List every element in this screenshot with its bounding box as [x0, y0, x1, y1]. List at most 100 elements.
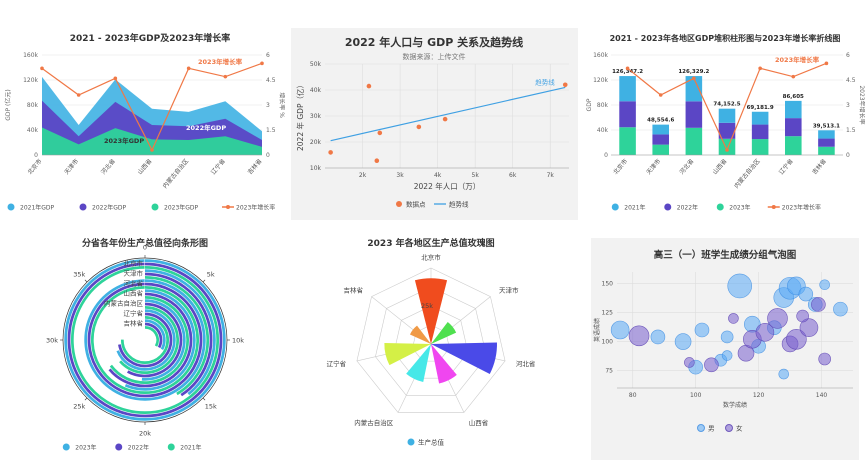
- legend-marker: [115, 443, 123, 451]
- x-tick-label: 北京市: [26, 157, 44, 176]
- bubble: [720, 330, 734, 344]
- x-axis-label: 2022 年人口（万）: [414, 181, 480, 191]
- x-tick-label: 山西省: [136, 157, 154, 176]
- y-tick-label: 80k: [597, 102, 609, 109]
- gdp-stacked-bar-chart: 2021 - 2023年各地区GDP堆积柱形图与2023年增长率折线图 0 40k…: [586, 33, 865, 212]
- bubble: [704, 357, 719, 373]
- legend-item: 2023年: [75, 444, 96, 452]
- y2-tick-label: 1.5: [266, 127, 276, 134]
- bubble: [786, 328, 807, 350]
- data-point: [377, 130, 383, 136]
- rate-point: [260, 61, 264, 66]
- bubble: [818, 352, 831, 366]
- bar-segment: [818, 146, 835, 155]
- x-tick-label: 北京市: [611, 157, 629, 176]
- angle-tick: [84, 397, 88, 401]
- rate-point: [824, 61, 829, 66]
- x-tick-label: 吉林省: [810, 157, 828, 176]
- bar-segment: [818, 138, 835, 147]
- y-axis-label: GDP (亿元): [4, 89, 12, 120]
- y-tick-label: 100: [602, 339, 614, 346]
- radial-bar: [87, 282, 203, 398]
- bubble: [767, 308, 788, 329]
- legend-marker: [771, 205, 776, 209]
- y2-axis-label: 2023年增长率: [858, 85, 865, 124]
- radial-bar: [124, 289, 196, 391]
- y2-tick-label: 4.5: [266, 77, 276, 84]
- x-tick-label: 山西省: [711, 157, 729, 176]
- rate-point: [76, 93, 81, 97]
- panel-gdp-area: 2021 - 2023年GDP及2023年增长率 0 40k 80k 120k 160k…: [0, 25, 286, 225]
- radial-bar: [120, 315, 170, 364]
- legend-item: 2023年增长率: [236, 204, 275, 212]
- chart-title: 分省各年份生产总值径向条形图: [82, 237, 208, 249]
- radial-bar: [141, 299, 186, 381]
- category-label: 北京市: [421, 253, 441, 262]
- x-tick-label: 120: [753, 392, 765, 399]
- legend-item: 2022年: [128, 444, 149, 452]
- legend-marker: [664, 203, 672, 211]
- category-label: 天津市: [499, 285, 519, 294]
- x-tick-label: 6k: [509, 172, 517, 179]
- y-tick-label: 40k: [310, 87, 322, 94]
- y-axis-label: GDP: [586, 98, 593, 111]
- bubble: [755, 323, 775, 342]
- y-tick-label: 160k: [593, 52, 608, 59]
- y-tick-label: 40k: [27, 127, 39, 134]
- trend-label: 趋势线: [535, 77, 555, 86]
- legend-marker: [79, 203, 87, 211]
- x-axis-label: 数学成绩: [723, 401, 747, 409]
- y-tick-label: 10k: [310, 165, 322, 172]
- category-label: 山西省: [124, 289, 144, 298]
- y2-tick-label: 1.5: [846, 127, 856, 134]
- legend-item: 2021年: [624, 204, 645, 212]
- category-label: 内蒙古自治区: [354, 418, 394, 427]
- bar-segment: [751, 139, 769, 155]
- total-label: 126,347.2: [612, 69, 643, 75]
- chart-subtitle: 数据来源：上传文件: [403, 52, 466, 61]
- bubble: [610, 320, 630, 340]
- category-label: 北京市: [124, 259, 144, 268]
- legend-marker: [697, 424, 705, 432]
- radial-bar: [144, 269, 216, 396]
- y-tick-label: 125: [602, 310, 614, 317]
- y-tick-label: 120k: [593, 77, 608, 84]
- category-label: 吉林省: [343, 285, 363, 294]
- rate-point: [725, 148, 729, 152]
- radial-bar: [127, 302, 183, 378]
- y2-tick-label: 0: [846, 152, 850, 159]
- category-label: 天津市: [124, 269, 144, 278]
- legend-item: 2021年GDP: [20, 204, 55, 212]
- rate-point: [658, 93, 663, 97]
- bar-segment: [619, 127, 636, 155]
- category-label: 河北省: [516, 359, 536, 368]
- category-label: 山西省: [469, 418, 489, 427]
- trend-line: [330, 86, 566, 142]
- annotation: 2023年增长率: [198, 57, 243, 66]
- legend-marker: [226, 205, 230, 209]
- x-tick-label: 内蒙古自治区: [732, 157, 761, 190]
- x-tick-label: 天津市: [62, 157, 80, 176]
- bar-segment: [785, 136, 802, 155]
- legend-marker: [7, 203, 15, 211]
- rose-petal: [409, 325, 431, 344]
- panel-population-scatter: 2022 年人口与 GDP 关系及趋势线 数据来源：上传文件 10k 20k 30k…: [291, 28, 578, 220]
- legend-item: 生产总值: [418, 438, 445, 447]
- radial-bar: [118, 312, 173, 368]
- radial-bar: [144, 275, 210, 396]
- legend-marker: [716, 203, 724, 211]
- data-point: [442, 116, 448, 122]
- y2-tick-label: 3: [846, 102, 850, 109]
- bubble: [684, 357, 695, 368]
- annotation: 2023年GDP: [104, 136, 144, 145]
- bubble: [819, 279, 830, 291]
- bubble: [833, 301, 848, 317]
- radial-bar: [144, 325, 160, 347]
- data-point: [328, 150, 333, 155]
- bubble: [798, 286, 814, 302]
- y-axis-label: 2022 年 GDP（亿）: [295, 81, 305, 151]
- legend-marker: [611, 203, 619, 211]
- bubble: [674, 333, 692, 350]
- y-tick-label: 0: [34, 152, 38, 159]
- y-tick-label: 80k: [27, 102, 39, 109]
